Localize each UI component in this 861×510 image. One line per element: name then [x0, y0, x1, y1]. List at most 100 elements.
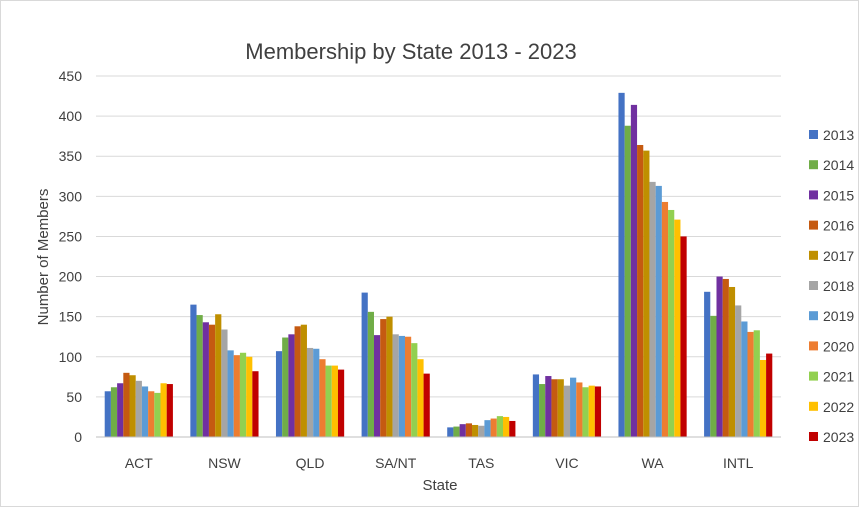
bar-sa-nt-2013: [361, 292, 368, 437]
legend-item: 2017: [809, 248, 854, 264]
bar-wa-2022: [674, 219, 681, 437]
bar-wa-2017: [643, 150, 650, 438]
y-tick-label: 50: [66, 389, 82, 405]
x-tick-label: SA/NT: [375, 455, 417, 471]
bar-act-2021: [154, 392, 161, 437]
x-axis-label: State: [422, 477, 457, 494]
bar-wa-2021: [668, 209, 675, 437]
x-tick-label: TAS: [468, 455, 494, 471]
legend-item: 2013: [809, 127, 854, 143]
bar-intl-2020: [747, 331, 754, 437]
bar-act-2019: [141, 386, 149, 437]
legend-label: 2017: [823, 248, 854, 264]
x-axis-ticks: ACT NSW QLD SA/NT TAS VIC WA INTL: [125, 455, 754, 471]
bar-tas-2013: [447, 427, 454, 437]
y-axis-label: Number of Members: [35, 189, 52, 326]
legend-label: 2013: [823, 127, 854, 143]
y-tick-label: 450: [59, 68, 83, 84]
bar-sa-nt-2023: [423, 373, 430, 437]
y-tick-label: 0: [74, 429, 82, 445]
bar-vic-2015: [545, 376, 552, 437]
legend-swatch: [809, 130, 818, 139]
legend-swatch: [809, 281, 818, 290]
bar-vic-2020: [576, 382, 583, 437]
bar-intl-2017: [728, 286, 736, 437]
bar-vic-2014: [539, 384, 546, 437]
legend-item: 2022: [809, 399, 854, 415]
bar-nsw-2014: [196, 315, 203, 437]
bars: [104, 92, 773, 438]
bar-vic-2013: [532, 374, 540, 437]
legend-item: 2015: [809, 187, 854, 203]
bar-act-2020: [148, 391, 155, 437]
legend-swatch: [809, 371, 818, 381]
bar-tas-2023: [509, 420, 516, 437]
bar-sa-nt-2021: [411, 343, 418, 437]
legend-label: 2021: [823, 369, 854, 385]
y-tick-label: 400: [59, 108, 83, 124]
bar-wa-2020: [661, 201, 669, 437]
bar-wa-2015: [630, 104, 638, 437]
bar-sa-nt-2018: [392, 334, 399, 437]
legend-item: 2020: [809, 338, 854, 354]
bar-qld-2018: [306, 347, 314, 437]
bar-tas-2015: [459, 424, 466, 437]
legend-swatch: [809, 401, 818, 411]
legend-swatch: [809, 220, 818, 230]
bar-tas-2022: [503, 416, 510, 437]
y-tick-label: 150: [59, 309, 83, 325]
bar-nsw-2022: [246, 356, 253, 437]
bar-wa-2018: [649, 181, 656, 437]
bar-nsw-2015: [202, 322, 209, 437]
x-tick-label: VIC: [555, 455, 578, 471]
y-axis-ticks: 0 50 100 150 200 250 300 350 400 450: [59, 68, 83, 445]
legend-swatch: [809, 432, 818, 441]
bar-qld-2016: [294, 326, 301, 437]
bar-wa-2019: [655, 185, 662, 437]
bar-intl-2022: [759, 359, 767, 437]
bar-intl-2015: [716, 276, 723, 437]
legend-label: 2015: [823, 187, 854, 203]
bar-vic-2017: [557, 379, 564, 437]
x-tick-label: QLD: [296, 455, 325, 471]
bar-qld-2023: [337, 369, 345, 437]
bar-intl-2023: [766, 353, 773, 437]
bar-wa-2013: [618, 92, 625, 437]
bar-tas-2019: [484, 420, 491, 437]
legend-label: 2023: [823, 429, 854, 445]
x-tick-label: ACT: [125, 455, 153, 471]
bar-qld-2020: [319, 359, 326, 437]
bar-tas-2017: [472, 424, 479, 437]
x-tick-label: INTL: [723, 455, 754, 471]
bar-intl-2016: [722, 278, 729, 437]
y-tick-label: 350: [59, 148, 83, 164]
bar-tas-2016: [465, 423, 473, 437]
y-tick-label: 100: [59, 349, 83, 365]
bar-qld-2013: [275, 351, 283, 437]
bar-qld-2022: [331, 365, 338, 437]
legend-item: 2023: [809, 429, 854, 445]
bar-nsw-2023: [252, 371, 259, 437]
bar-nsw-2020: [233, 355, 240, 437]
bar-vic-2021: [582, 387, 589, 437]
chart-title: Membership by State 2013 - 2023: [245, 39, 576, 64]
legend-swatch: [809, 190, 818, 200]
bar-sa-nt-2014: [367, 311, 374, 437]
legend-label: 2014: [823, 157, 854, 173]
bar-sa-nt-2017: [386, 316, 393, 437]
legend-item: 2021: [809, 369, 854, 385]
bar-nsw-2013: [190, 304, 197, 437]
bar-qld-2014: [282, 337, 289, 437]
legend-label: 2018: [823, 278, 854, 294]
bar-act-2016: [123, 372, 130, 437]
x-tick-label: WA: [642, 455, 665, 471]
x-tick-label: NSW: [208, 455, 241, 471]
bar-sa-nt-2016: [380, 319, 387, 437]
bar-sa-nt-2020: [404, 336, 412, 437]
bar-vic-2022: [588, 385, 595, 437]
bar-vic-2018: [563, 385, 571, 437]
bar-act-2015: [117, 383, 124, 437]
bar-intl-2014: [710, 315, 717, 437]
